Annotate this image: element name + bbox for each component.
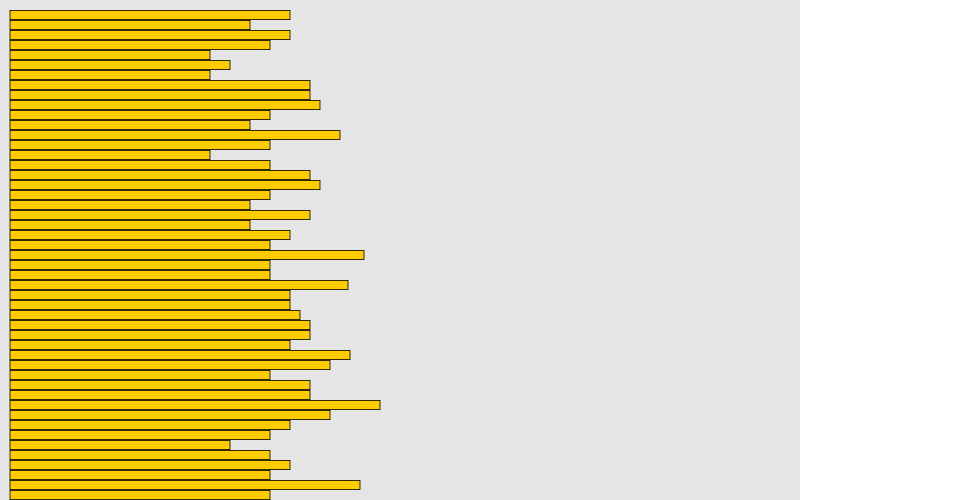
bar <box>9 409 331 420</box>
bar <box>9 369 271 380</box>
bar <box>9 429 271 440</box>
bar <box>9 40 271 51</box>
bar <box>9 229 291 240</box>
bar <box>9 449 271 460</box>
bar <box>9 219 251 230</box>
bar <box>9 189 271 200</box>
bar <box>9 149 211 160</box>
bar <box>9 120 251 131</box>
bar <box>9 379 311 390</box>
bar <box>9 249 365 260</box>
bar <box>9 279 349 290</box>
bar <box>9 50 211 61</box>
bar <box>9 100 321 111</box>
bar <box>9 309 301 320</box>
bar <box>9 419 291 430</box>
bar <box>9 389 311 400</box>
bar <box>9 209 311 220</box>
bar <box>9 169 311 180</box>
bar <box>9 459 291 470</box>
bar <box>9 289 291 300</box>
bar <box>9 239 271 250</box>
bar <box>9 329 311 340</box>
bar <box>9 179 321 190</box>
bar <box>9 129 341 140</box>
bar <box>9 70 211 81</box>
bar <box>9 90 311 101</box>
bar <box>9 259 271 270</box>
bar <box>9 80 311 91</box>
bar <box>9 339 291 350</box>
bar <box>9 479 361 490</box>
bar <box>9 29 291 40</box>
bar <box>9 269 271 280</box>
bar <box>9 60 231 71</box>
bar <box>9 139 271 150</box>
bar <box>9 110 271 121</box>
bar <box>9 399 381 410</box>
bar <box>9 439 231 450</box>
bar <box>9 349 351 360</box>
bar <box>9 299 291 310</box>
bar <box>9 9 291 20</box>
bar <box>9 159 271 170</box>
bar <box>9 319 311 330</box>
bar <box>9 489 271 500</box>
bar <box>9 359 331 370</box>
bar <box>9 199 251 210</box>
bar <box>9 469 271 480</box>
bar <box>9 19 251 30</box>
